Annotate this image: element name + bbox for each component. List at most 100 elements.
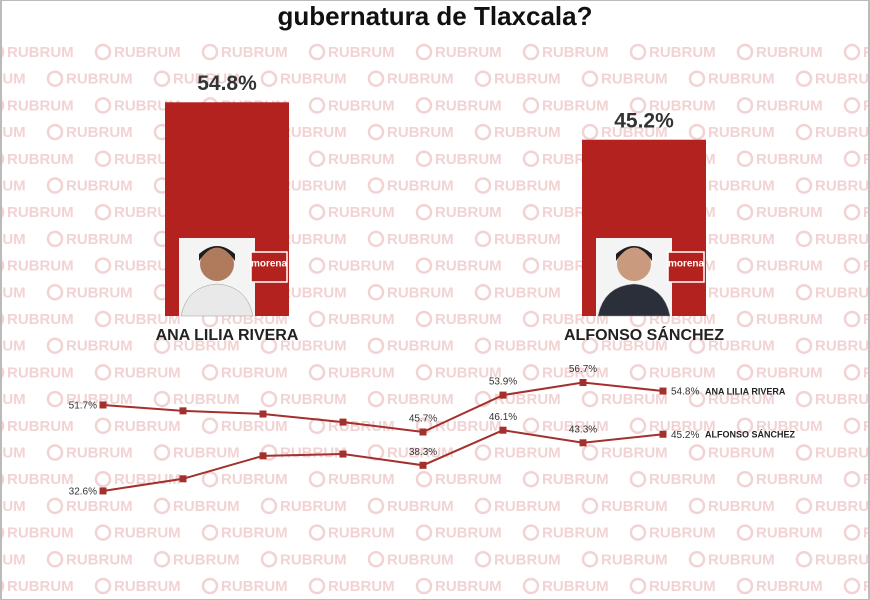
- watermark-icon: [153, 337, 171, 354]
- watermark-icon: [153, 551, 171, 568]
- watermark-text: RUBRUM: [0, 177, 26, 194]
- watermark-icon: [46, 337, 64, 354]
- watermark-text: RUBRUM: [173, 498, 240, 515]
- watermark-text: RUBRUM: [173, 338, 240, 355]
- watermark-text: RUBRUM: [66, 338, 133, 355]
- watermark-icon: [843, 203, 861, 221]
- watermark-icon: [795, 444, 813, 461]
- watermark-icon: [0, 525, 5, 540]
- watermark-icon: [795, 177, 813, 194]
- point-value-label: 53.9%: [489, 377, 517, 388]
- watermark-text: RUBRUM: [114, 204, 181, 221]
- watermark-text: RUBRUM: [0, 124, 26, 141]
- watermark-icon: [736, 203, 754, 221]
- watermark-icon: [260, 337, 278, 354]
- watermark-text: RUBRUM: [815, 444, 870, 461]
- watermark-text: RUBRUM: [221, 418, 288, 435]
- watermark-text: RUBRUM: [328, 364, 395, 381]
- watermark-text: RUBRUM: [173, 551, 240, 568]
- watermark-text: RUBRUM: [494, 284, 561, 301]
- watermark-icon: [736, 577, 754, 595]
- watermark-icon: [736, 97, 754, 114]
- series-marker: [659, 430, 667, 438]
- watermark-icon: [843, 577, 861, 595]
- watermark-text: RUBRUM: [387, 284, 454, 301]
- bar-value-label: 54.8%: [197, 72, 257, 95]
- watermark-text: RUBRUM: [114, 578, 181, 595]
- watermark-text: RUBRUM: [542, 418, 609, 435]
- watermark-text: RUBRUM: [66, 71, 133, 88]
- watermark-icon: [260, 70, 278, 87]
- series-marker: [179, 407, 187, 415]
- candidate-name: ALFONSO SÁNCHEZ: [564, 325, 724, 344]
- watermark-text: RUBRUM: [601, 551, 668, 568]
- watermark-icon: [736, 43, 754, 61]
- watermark-icon: [367, 123, 385, 141]
- watermark-icon: [0, 471, 5, 487]
- watermark-icon: [688, 390, 706, 408]
- watermark-text: RUBRUM: [0, 391, 26, 408]
- series-marker: [499, 391, 507, 399]
- series-marker: [339, 418, 347, 426]
- watermark-text: RUBRUM: [756, 364, 823, 381]
- watermark-icon: [367, 230, 385, 248]
- candidate-name: ANA LILIA RIVERA: [156, 327, 299, 344]
- watermark-icon: [474, 337, 492, 354]
- watermark-text: RUBRUM: [435, 525, 502, 542]
- party-logo-text: morena: [668, 259, 705, 270]
- watermark-text: RUBRUM: [815, 551, 870, 568]
- watermark-text: RUBRUM: [601, 338, 668, 355]
- watermark-icon: [308, 470, 326, 488]
- watermark-icon: [629, 524, 647, 541]
- party-logo: [250, 251, 288, 283]
- watermark-text: RUBRUM: [7, 204, 74, 221]
- watermark-icon: [629, 43, 647, 61]
- watermark-icon: [843, 257, 861, 274]
- watermark-icon: [415, 150, 433, 168]
- watermark-icon: [94, 97, 112, 114]
- watermark-text: RUBRUM: [221, 578, 288, 595]
- point-value-label: 32.6%: [69, 487, 97, 498]
- watermark-icon: [0, 311, 5, 327]
- watermark-text: RUBRUM: [0, 231, 26, 248]
- watermark-text: RUBRUM: [173, 391, 240, 408]
- watermark-icon: [46, 551, 64, 568]
- watermark-text: RUBRUM: [708, 444, 775, 461]
- watermark-icon: [736, 310, 754, 328]
- series-marker: [179, 475, 187, 483]
- watermark-text: RUBRUM: [649, 364, 716, 381]
- watermark-icon: [0, 98, 5, 113]
- watermark-icon: [522, 577, 540, 595]
- watermark-text: RUBRUM: [66, 498, 133, 515]
- watermark-text: RUBRUM: [435, 151, 502, 168]
- watermark-text: RUBRUM: [66, 231, 133, 248]
- series-name: ALFONSO SÁNCHEZ: [705, 430, 796, 440]
- watermark-text: RUBRUM: [863, 258, 870, 275]
- watermark-text: RUBRUM: [435, 578, 502, 595]
- series-name: ANA LILIA RIVERA: [705, 386, 786, 396]
- watermark-text: RUBRUM: [0, 284, 26, 301]
- watermark-text: RUBRUM: [756, 471, 823, 488]
- watermark-icon: [522, 150, 540, 168]
- watermark-text: RUBRUM: [387, 444, 454, 461]
- watermark-icon: [415, 364, 433, 381]
- point-value-label: 51.7%: [69, 401, 97, 412]
- watermark-icon: [843, 310, 861, 328]
- watermark-icon: [581, 497, 599, 515]
- watermark-icon: [843, 364, 861, 381]
- watermark-icon: [153, 70, 171, 87]
- watermark-icon: [522, 257, 540, 274]
- watermark-icon: [736, 364, 754, 381]
- watermark-icon: [201, 417, 219, 435]
- watermark-icon: [795, 230, 813, 248]
- watermark-icon: [688, 337, 706, 354]
- watermark-text: RUBRUM: [66, 551, 133, 568]
- watermark-icon: [415, 577, 433, 595]
- watermark-text: RUBRUM: [0, 498, 26, 515]
- watermark-icon: [795, 551, 813, 568]
- watermark-text: RUBRUM: [114, 151, 181, 168]
- watermark-icon: [736, 524, 754, 541]
- watermark-text: RUBRUM: [280, 231, 347, 248]
- watermark-text: RUBRUM: [280, 338, 347, 355]
